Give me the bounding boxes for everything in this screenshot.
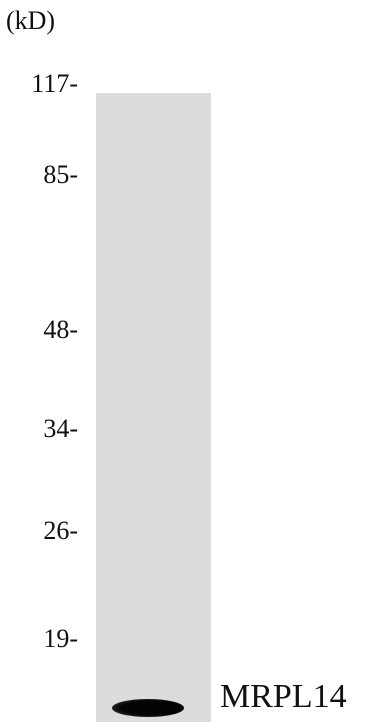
band-label: MRPL14 [220, 678, 347, 715]
marker-label-117: 117- [31, 69, 78, 98]
marker-label-85: 85- [43, 160, 78, 189]
marker-label-48: 48- [43, 315, 78, 344]
unit-label: (kD) [6, 6, 56, 35]
protein-band [112, 699, 184, 717]
marker-label-34: 34- [43, 414, 78, 443]
marker-label-26: 26- [43, 516, 78, 545]
marker-label-19: 19- [43, 624, 78, 653]
blot-lane [96, 93, 211, 722]
